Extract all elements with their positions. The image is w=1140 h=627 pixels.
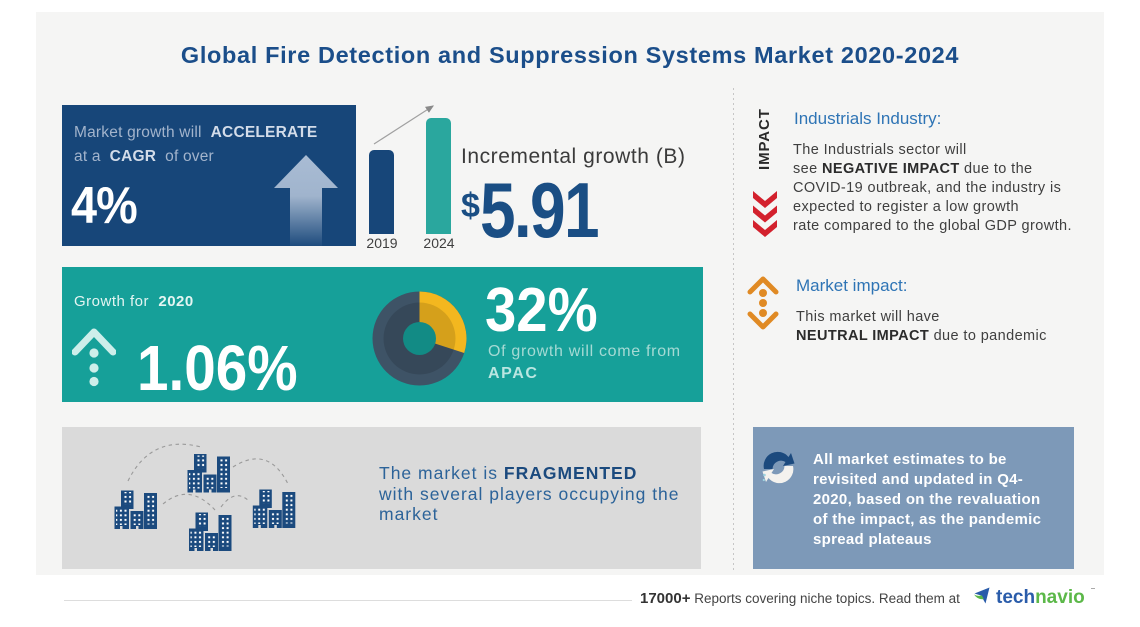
svg-text:technavio: technavio: [996, 587, 1085, 608]
